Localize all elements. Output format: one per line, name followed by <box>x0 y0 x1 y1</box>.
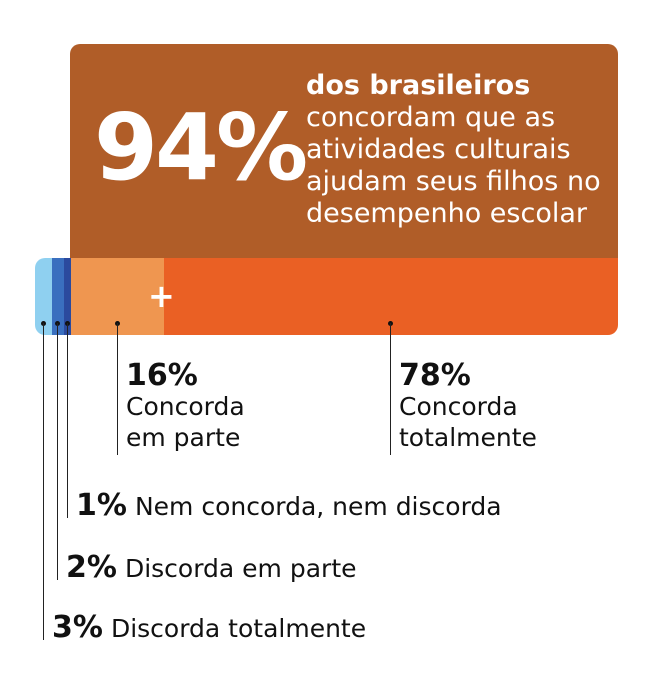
label-name: Concorda em parte <box>126 392 245 452</box>
label-value: 2% <box>66 550 117 585</box>
headline-bold: dos brasileiros <box>306 70 531 101</box>
leader-line-concorda-totalmente <box>390 323 391 455</box>
headline-box: 94% dos brasileiros concordam que as ati… <box>70 44 618 258</box>
label-concorda-em-parte: 16% Concorda em parte <box>126 360 276 453</box>
label-name: Discorda em parte <box>124 554 357 583</box>
bar-segment-discorda-em-parte <box>52 258 65 335</box>
label-discorda-em-parte: 2% Discorda em parte <box>66 552 357 584</box>
label-value: 1% <box>76 488 127 523</box>
label-value: 3% <box>52 610 103 645</box>
label-name: Discorda totalmente <box>110 614 367 643</box>
plus-sign: + <box>148 277 175 315</box>
headline-text: dos brasileiros concordam que as ativida… <box>306 70 616 230</box>
headline-body: concordam que as atividades culturais aj… <box>306 102 601 229</box>
label-value: 78% <box>399 358 471 393</box>
headline-value: 94% <box>94 94 308 201</box>
label-value: 16% <box>126 358 198 393</box>
label-discorda-totalmente: 3% Discorda totalmente <box>52 612 366 644</box>
leader-line-discorda-em-parte <box>57 323 58 580</box>
label-nem-concorda-nem-discorda: 1% Nem concorda, nem discorda <box>76 490 502 522</box>
leader-line-concorda-em-parte <box>117 323 118 455</box>
bar-segment-nem-concorda-nem-discorda <box>64 258 72 335</box>
leader-line-nem-concorda-nem-discorda <box>67 323 68 518</box>
bar-segment-discorda-totalmente <box>35 258 53 335</box>
label-name: Nem concorda, nem discorda <box>134 492 502 521</box>
label-concorda-totalmente: 78% Concorda totalmente <box>399 360 549 453</box>
label-name: Concorda totalmente <box>399 392 537 452</box>
stacked-bar <box>35 258 618 335</box>
leader-line-discorda-totalmente <box>43 323 44 640</box>
